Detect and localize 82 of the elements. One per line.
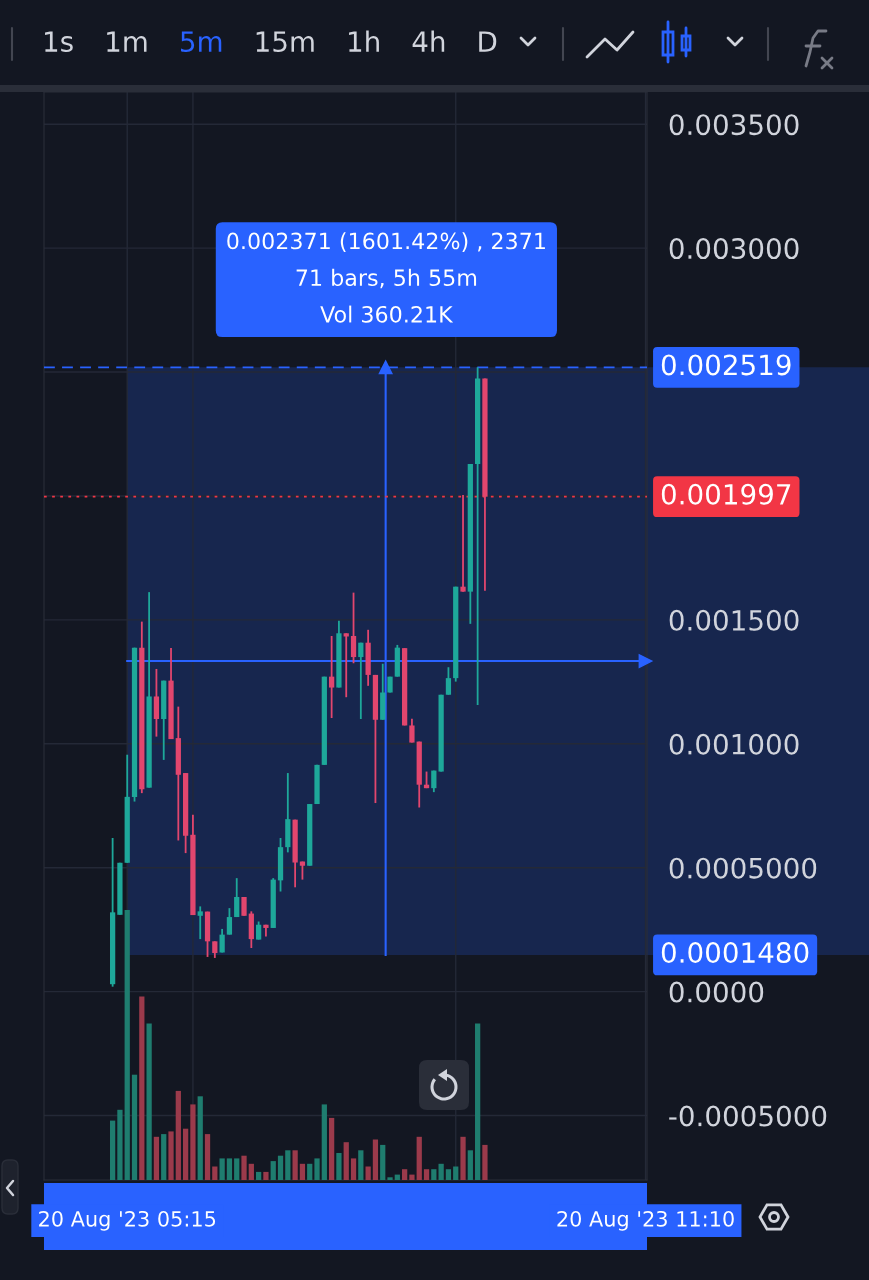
y-tick-label: 0.0000 bbox=[669, 981, 764, 1003]
text: 1s bbox=[45, 31, 73, 53]
bar bbox=[270, 1161, 276, 1180]
band-label: 0.0001480 bbox=[661, 942, 809, 964]
candlestick bbox=[197, 905, 203, 941]
bar bbox=[402, 1169, 408, 1180]
bar bbox=[321, 1104, 327, 1180]
candlestick bbox=[153, 668, 160, 738]
bar bbox=[109, 1120, 116, 1180]
candlestick bbox=[234, 877, 240, 918]
bar bbox=[124, 910, 130, 1180]
x-tick-label: 20 Aug '23 11:10 bbox=[557, 1210, 734, 1231]
bar bbox=[475, 1023, 481, 1180]
y-tick-label: 0.0005000 bbox=[669, 857, 817, 879]
bar bbox=[365, 1166, 371, 1180]
y-tick-label: 0.003000 bbox=[669, 238, 799, 260]
candlestick bbox=[445, 666, 452, 696]
bar bbox=[350, 1158, 357, 1180]
bar bbox=[416, 1136, 422, 1180]
y-tick-label: 0.001000 bbox=[669, 733, 799, 755]
bar bbox=[161, 1134, 167, 1180]
bar bbox=[204, 1134, 211, 1180]
bar bbox=[445, 1169, 452, 1180]
bar bbox=[329, 1117, 335, 1180]
bar bbox=[387, 1177, 393, 1180]
ref-line-label: 0.001997 bbox=[661, 483, 791, 505]
bar bbox=[409, 1174, 415, 1180]
candlestick bbox=[226, 907, 233, 936]
bar bbox=[467, 1150, 473, 1180]
bar bbox=[175, 1090, 181, 1180]
bar bbox=[248, 1163, 254, 1180]
bar bbox=[219, 1158, 225, 1180]
bar bbox=[256, 1171, 262, 1180]
bar bbox=[117, 1109, 123, 1180]
bar bbox=[438, 1163, 444, 1180]
bar bbox=[307, 1163, 313, 1180]
candlestick bbox=[358, 641, 364, 720]
bar bbox=[460, 1136, 466, 1180]
bar bbox=[343, 1142, 349, 1180]
y-tick-label: 0.001500 bbox=[669, 609, 799, 631]
y-tick-label: 0.003500 bbox=[669, 114, 799, 136]
text: 1m bbox=[107, 31, 147, 52]
text: 15m bbox=[256, 31, 314, 53]
candlestick bbox=[409, 717, 415, 744]
bar bbox=[285, 1150, 291, 1180]
bar bbox=[453, 1166, 459, 1180]
bar bbox=[241, 1155, 247, 1180]
bar bbox=[299, 1163, 306, 1180]
bar bbox=[336, 1153, 342, 1180]
bar bbox=[292, 1150, 298, 1180]
bar bbox=[131, 1074, 138, 1180]
bar bbox=[431, 1169, 437, 1180]
bar bbox=[423, 1169, 430, 1180]
bar bbox=[234, 1158, 240, 1180]
bar bbox=[263, 1171, 269, 1180]
ref-line-label: 0.002519 bbox=[661, 354, 791, 376]
candlestick bbox=[350, 591, 357, 665]
text: 5m bbox=[181, 31, 222, 53]
x-tick-label: 20 Aug '23 05:15 bbox=[39, 1210, 216, 1231]
bar bbox=[153, 1136, 160, 1180]
bar bbox=[197, 1096, 203, 1180]
bar bbox=[190, 1104, 196, 1180]
text: D bbox=[479, 31, 497, 52]
text: 4h bbox=[412, 30, 445, 52]
bar bbox=[183, 1128, 189, 1180]
bar bbox=[277, 1155, 284, 1180]
bar bbox=[168, 1131, 174, 1180]
candlestick bbox=[460, 494, 466, 593]
bar bbox=[380, 1144, 386, 1180]
bar bbox=[482, 1144, 488, 1180]
bar bbox=[139, 996, 145, 1180]
candlestick bbox=[329, 635, 335, 719]
bar bbox=[358, 1150, 364, 1180]
annotation: 0.002371 (1601.42%) , 2371 71 bars, 5h 55m Vol 360.21K bbox=[227, 232, 545, 323]
bar bbox=[372, 1139, 379, 1180]
bar bbox=[314, 1158, 320, 1180]
bar bbox=[212, 1166, 218, 1180]
bar bbox=[226, 1158, 233, 1180]
text: 1h bbox=[349, 30, 379, 52]
candlestick bbox=[256, 920, 262, 941]
bar bbox=[146, 1023, 152, 1180]
y-tick-label: -0.0005000 bbox=[669, 1105, 827, 1127]
